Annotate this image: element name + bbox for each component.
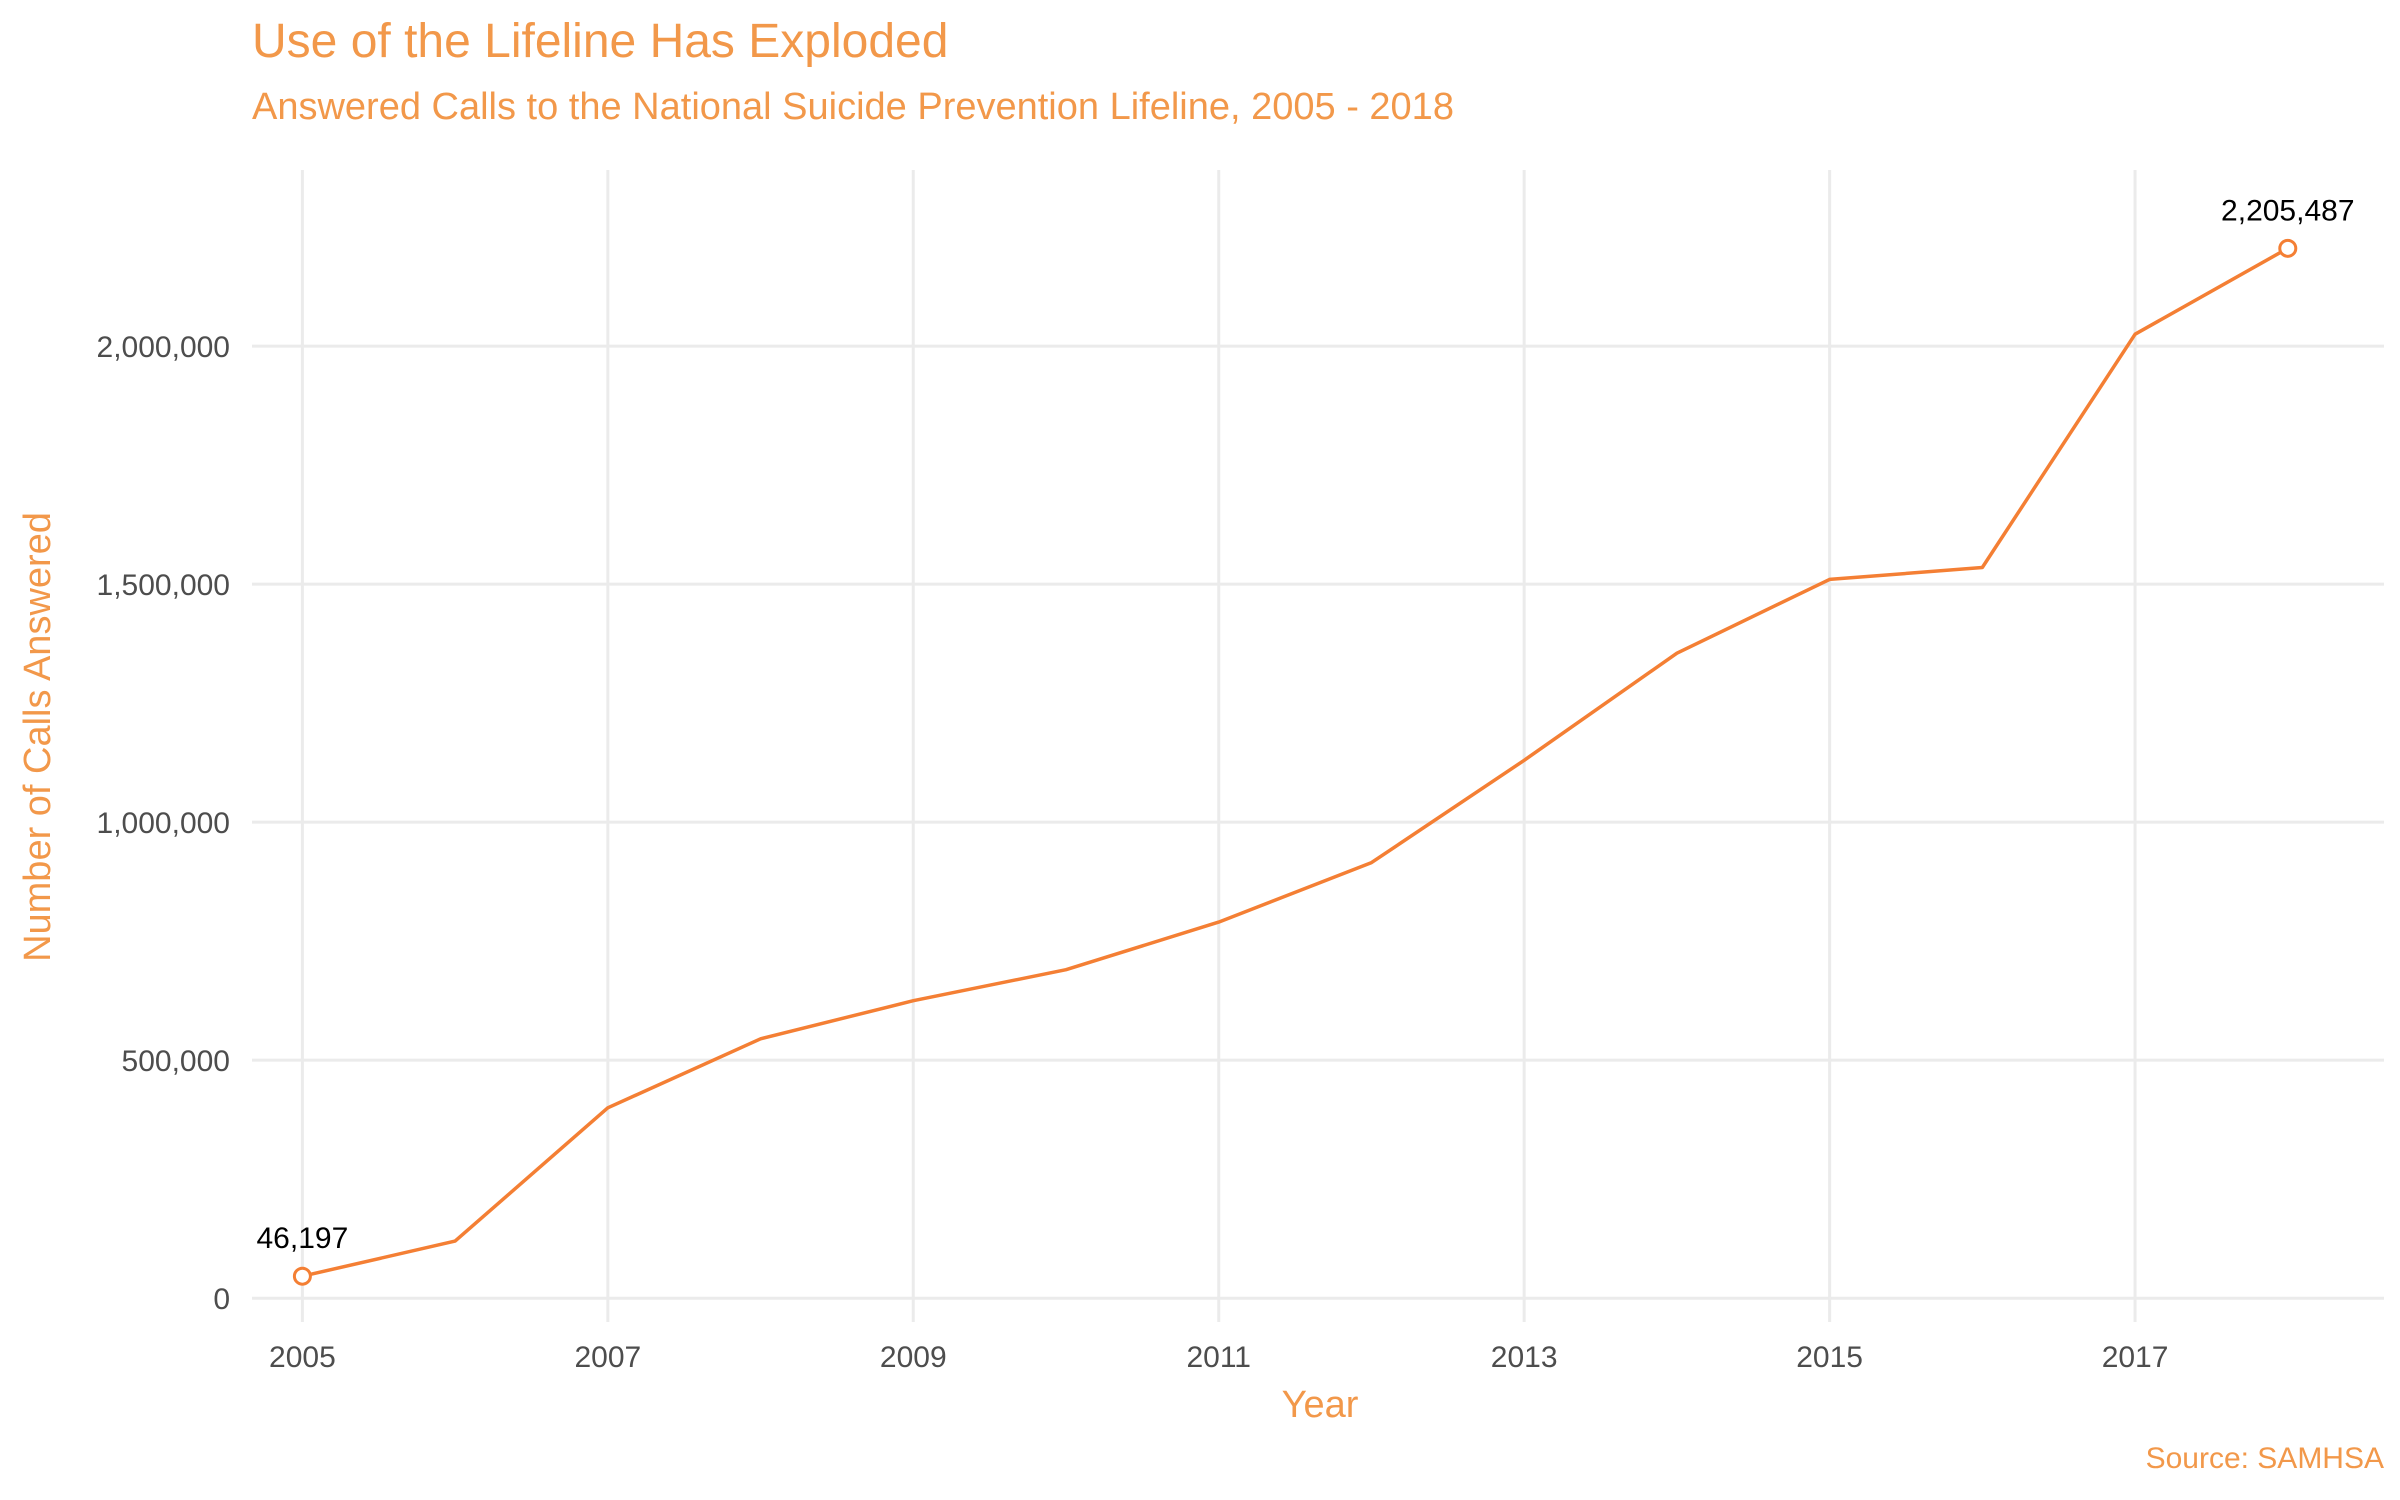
x-tick-label: 2011	[1186, 1341, 1251, 1374]
x-tick-label: 2009	[880, 1341, 947, 1374]
chart-source: Source: SAMHSA	[2145, 1442, 2384, 1475]
x-tick-label: 2015	[1796, 1341, 1863, 1374]
x-tick-label: 2013	[1491, 1341, 1558, 1374]
x-tick-label: 2017	[2102, 1341, 2169, 1374]
data-label: 46,197	[257, 1222, 349, 1255]
x-axis-label: Year	[1282, 1384, 1359, 1426]
data-label: 2,205,487	[2221, 194, 2354, 227]
chart-title: Use of the Lifeline Has Exploded	[252, 15, 949, 68]
data-labels: 46,197 2,205,487	[257, 194, 2355, 1286]
y-axis-tick-labels: 0 500,000 1,000,000 1,500,000 2,000,000	[97, 331, 230, 1316]
x-tick-label: 2007	[574, 1341, 641, 1374]
chart-subtitle: Answered Calls to the National Suicide P…	[252, 86, 1454, 128]
gridlines	[252, 170, 2384, 1322]
x-axis-tick-labels: 2005 2007 2009 2011 2013 2015 2017	[269, 1341, 2168, 1374]
y-axis-label: Number of Calls Answered	[17, 512, 59, 962]
y-tick-label: 0	[213, 1283, 230, 1316]
series-calls-answered	[300, 246, 2290, 1278]
data-point-marker	[292, 1266, 312, 1286]
data-point-marker	[2278, 238, 2298, 258]
y-tick-label: 500,000	[122, 1045, 230, 1078]
y-tick-label: 2,000,000	[97, 331, 230, 364]
x-tick-label: 2005	[269, 1341, 336, 1374]
series-line	[300, 246, 2290, 1278]
y-tick-label: 1,000,000	[97, 807, 230, 840]
y-tick-label: 1,500,000	[97, 569, 230, 602]
